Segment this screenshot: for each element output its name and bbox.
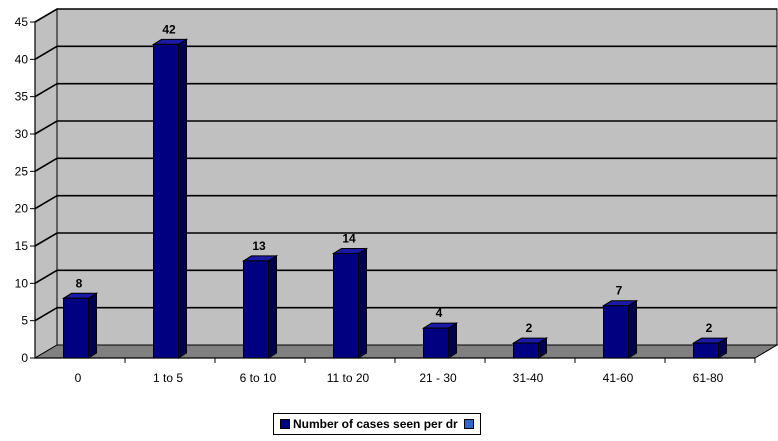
gridline	[34, 8, 777, 23]
data-label: 2	[526, 321, 533, 335]
y-tick-label: 10	[15, 276, 29, 290]
bar	[693, 342, 719, 359]
x-tick-label: 41-60	[603, 371, 634, 385]
bar-side	[358, 247, 367, 359]
gridline	[34, 232, 777, 247]
x-tick-label: 31-40	[513, 371, 544, 385]
gridline	[34, 269, 777, 285]
bar	[243, 260, 269, 359]
legend: Number of cases seen per dr	[273, 413, 481, 435]
y-tick-label: 20	[15, 202, 29, 216]
bar	[63, 297, 89, 359]
y-tick-label: 40	[15, 52, 29, 66]
gridline	[34, 82, 777, 98]
y-tick-label: 25	[15, 164, 29, 178]
bar-side	[88, 292, 97, 359]
gridline	[34, 194, 777, 210]
data-label: 7	[616, 284, 623, 298]
bar-side	[268, 255, 277, 359]
y-tick-label: 30	[15, 127, 29, 141]
bar	[603, 305, 629, 359]
y-tick-label: 35	[15, 90, 29, 104]
bar	[153, 43, 179, 359]
x-tick-label: 61-80	[693, 371, 724, 385]
gridline	[34, 45, 777, 61]
y-tick-label: 0	[21, 351, 28, 365]
data-label: 14	[342, 231, 356, 245]
floor	[33, 344, 778, 359]
data-label: 42	[162, 22, 176, 36]
x-tick-label: 21 - 30	[419, 371, 457, 385]
gridlines	[34, 8, 777, 322]
data-label: 8	[76, 276, 83, 290]
chart-walls	[33, 8, 778, 359]
bar	[423, 327, 449, 359]
bar	[513, 342, 539, 359]
x-tick-label: 1 to 5	[153, 371, 183, 385]
gridline	[34, 306, 777, 322]
bar-side	[448, 322, 457, 359]
y-tick-label: 15	[15, 239, 29, 253]
y-tick-label: 5	[21, 314, 28, 328]
x-tick-label: 0	[75, 371, 82, 385]
bar-side	[628, 299, 637, 359]
gridline	[34, 120, 777, 135]
side-wall	[34, 8, 58, 359]
y-tick-label: 45	[15, 15, 29, 29]
legend-swatch-series-2	[463, 419, 474, 429]
bar-side	[178, 38, 187, 359]
data-label: 2	[706, 321, 713, 335]
bars	[61, 38, 729, 359]
gridline	[34, 157, 777, 173]
x-tick-label: 6 to 10	[240, 371, 277, 385]
data-label: 4	[436, 306, 443, 320]
data-label: 13	[252, 239, 266, 253]
legend-swatch-series-1	[280, 419, 290, 429]
bar	[333, 252, 359, 359]
x-tick-label: 11 to 20	[327, 371, 370, 385]
legend-label-series-1: Number of cases seen per dr	[293, 417, 458, 431]
